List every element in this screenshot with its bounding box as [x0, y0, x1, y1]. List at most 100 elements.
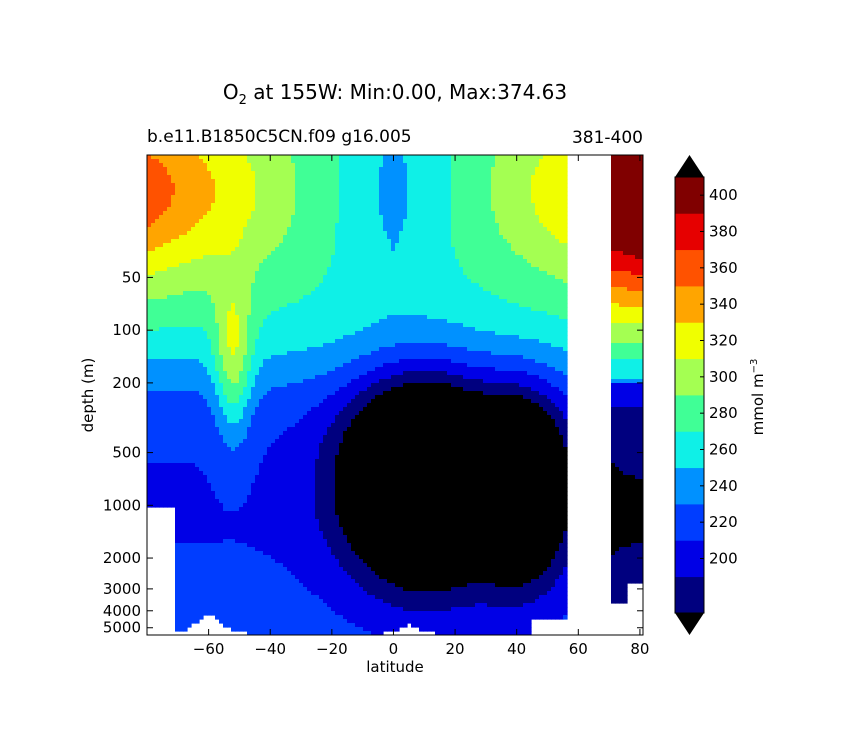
contour-cell	[479, 239, 484, 244]
contour-cell	[423, 251, 428, 256]
contour-cell	[343, 247, 348, 252]
contour-cell	[535, 235, 540, 240]
contour-cell	[419, 171, 424, 176]
contour-cell	[287, 199, 292, 204]
contour-cell	[475, 191, 480, 196]
contour-cell	[447, 291, 452, 296]
contour-cell	[407, 299, 412, 304]
contour-cell	[179, 175, 184, 180]
contour-cell	[447, 227, 452, 232]
contour-cell	[503, 167, 508, 172]
contour-cell	[555, 203, 560, 208]
contour-cell	[431, 287, 436, 292]
contour-cell	[443, 155, 448, 160]
contour-cell	[531, 183, 536, 188]
contour-cell	[247, 283, 252, 288]
contour-cell	[479, 243, 484, 248]
contour-cell	[351, 175, 356, 180]
contour-cell	[219, 247, 224, 252]
contour-cell	[227, 255, 232, 260]
contour-cell	[635, 171, 640, 176]
contour-cell	[219, 231, 224, 236]
contour-cell	[367, 323, 372, 328]
contour-cell	[263, 163, 268, 168]
contour-cell	[515, 267, 520, 272]
contour-cell	[187, 155, 192, 160]
contour-cell	[611, 211, 616, 216]
contour-cell	[399, 295, 404, 300]
contour-cell	[503, 311, 508, 316]
contour-cell	[171, 203, 176, 208]
contour-cell	[423, 183, 428, 188]
contour-cell	[295, 283, 300, 288]
contour-cell	[211, 215, 216, 220]
contour-cell	[283, 215, 288, 220]
contour-cell	[255, 155, 260, 160]
contour-cell	[247, 167, 252, 172]
contour-cell	[491, 191, 496, 196]
contour-cell	[619, 275, 624, 280]
contour-cell	[255, 167, 260, 172]
contour-cell	[495, 319, 500, 324]
contour-cell	[223, 227, 228, 232]
contour-cell	[611, 327, 616, 332]
contour-cell	[407, 283, 412, 288]
contour-cell	[351, 171, 356, 176]
contour-cell	[431, 223, 436, 228]
contour-cell	[307, 175, 312, 180]
contour-cell	[611, 203, 616, 208]
contour-cell	[423, 267, 428, 272]
contour-cell	[451, 311, 456, 316]
contour-cell	[267, 211, 272, 216]
contour-cell	[419, 163, 424, 168]
contour-cell	[471, 223, 476, 228]
contour-cell	[239, 279, 244, 284]
contour-cell	[155, 275, 160, 280]
contour-cell	[251, 195, 256, 200]
contour-cell	[563, 231, 568, 236]
contour-cell	[183, 199, 188, 204]
contour-cell	[271, 227, 276, 232]
contour-cell	[163, 295, 168, 300]
contour-cell	[479, 223, 484, 228]
contour-cell	[203, 307, 208, 312]
contour-cell	[219, 267, 224, 272]
contour-cell	[303, 231, 308, 236]
contour-cell	[399, 219, 404, 224]
contour-cell	[311, 311, 316, 316]
contour-cell	[555, 311, 560, 316]
contour-cell	[499, 187, 504, 192]
contour-cell	[155, 303, 160, 308]
contour-cell	[555, 259, 560, 264]
contour-cell	[431, 255, 436, 260]
contour-cell	[319, 215, 324, 220]
contour-cell	[495, 207, 500, 212]
contour-cell	[411, 279, 416, 284]
contour-cell	[511, 231, 516, 236]
contour-cell	[183, 239, 188, 244]
contour-cell	[439, 279, 444, 284]
contour-cell	[255, 311, 260, 316]
contour-cell	[363, 219, 368, 224]
contour-cell	[519, 303, 524, 308]
contour-cell	[563, 195, 568, 200]
contour-cell	[635, 211, 640, 216]
contour-cell	[339, 163, 344, 168]
contour-cell	[287, 171, 292, 176]
contour-cell	[155, 267, 160, 272]
contour-cell	[223, 291, 228, 296]
contour-cell	[447, 183, 452, 188]
contour-cell	[359, 159, 364, 164]
contour-cell	[203, 243, 208, 248]
contour-cell	[439, 187, 444, 192]
contour-cell	[275, 215, 280, 220]
contour-cell	[191, 315, 196, 320]
contour-cell	[179, 183, 184, 188]
contour-cell	[359, 291, 364, 296]
contour-cell	[247, 179, 252, 184]
contour-cell	[215, 259, 220, 264]
contour-cell	[551, 227, 556, 232]
contour-cell	[403, 259, 408, 264]
contour-cell	[535, 171, 540, 176]
contour-cell	[407, 203, 412, 208]
